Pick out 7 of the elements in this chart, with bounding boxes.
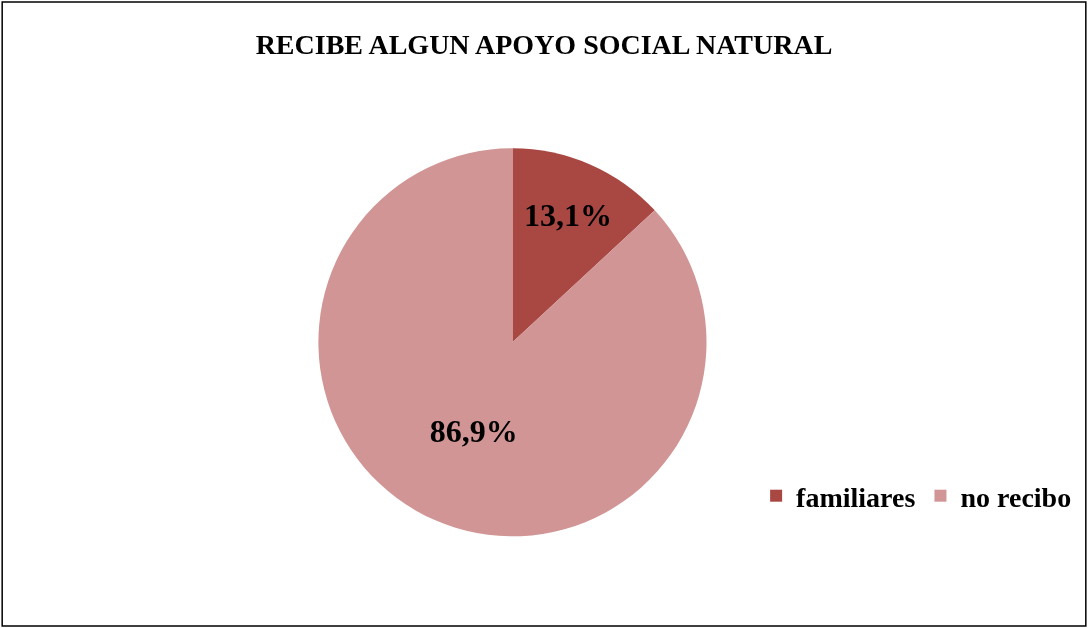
legend-label: familiares — [796, 481, 916, 513]
pie-slice — [318, 148, 707, 537]
legend-label: no recibo — [960, 481, 1072, 513]
chart-title: RECIBE ALGUN APOYO SOCIAL NATURAL — [255, 28, 833, 60]
data-label: 13,1% — [523, 197, 612, 234]
data-label: 86,9% — [429, 413, 518, 450]
pie-slice — [512, 148, 655, 343]
